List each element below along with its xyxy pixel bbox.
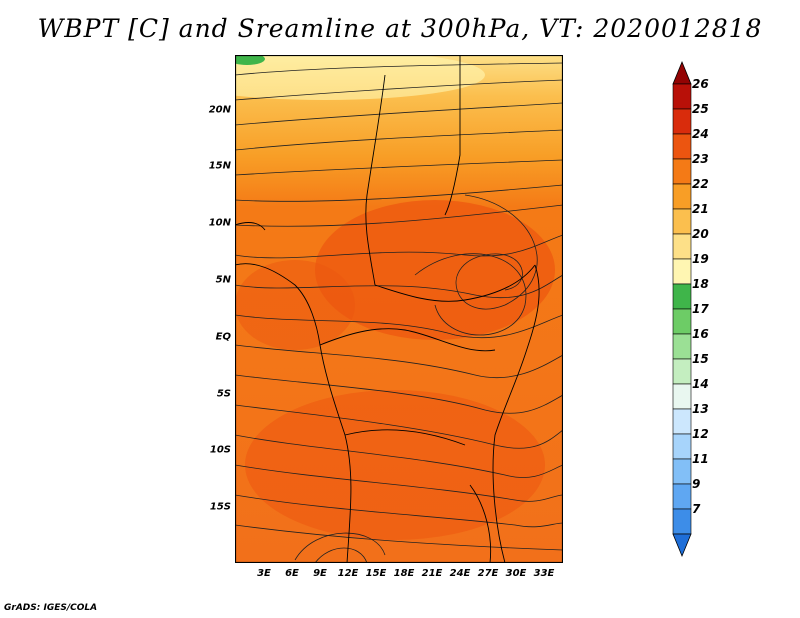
lat-label: 5N: [215, 274, 231, 286]
chart-title: WBPT [C] and Sreamline at 300hPa, VT: 20…: [37, 14, 763, 43]
colorbar-segment: [672, 358, 692, 385]
lon-label: 33E: [533, 568, 555, 579]
colorbar-label: 26: [692, 77, 709, 91]
lat-label: 20N: [208, 104, 231, 116]
colorbar-segment: [672, 133, 692, 160]
colorbar-label: 21: [692, 202, 709, 216]
colorbar-segment: [672, 458, 692, 485]
colorbar-segment: [672, 408, 692, 435]
colorbar-segment: [672, 108, 692, 135]
colorbar: [672, 60, 692, 558]
lon-label: 3E: [257, 568, 271, 579]
colorbar-label: 18: [692, 277, 709, 291]
lon-label: 21E: [421, 568, 443, 579]
colorbar-segment: [672, 233, 692, 260]
lat-label: EQ: [215, 331, 231, 343]
lon-label: 18E: [393, 568, 415, 579]
colorbar-label: 16: [692, 327, 709, 341]
colorbar-label: 20: [692, 227, 709, 241]
colorbar-segment: [672, 308, 692, 335]
colorbar-label: 7: [692, 502, 701, 516]
colorbar-bottom-arrow: [672, 533, 692, 558]
lon-label: 9E: [313, 568, 327, 579]
colorbar-segment: [672, 183, 692, 210]
colorbar-label: 23: [692, 152, 709, 166]
lat-label: 10N: [208, 217, 231, 229]
colorbar-label: 12: [692, 427, 709, 441]
lon-label: 15E: [365, 568, 387, 579]
colorbar-label: 25: [692, 102, 709, 116]
lon-label: 24E: [449, 568, 471, 579]
lon-label: 30E: [505, 568, 527, 579]
green-patch: [235, 55, 265, 65]
colorbar-segment: [672, 258, 692, 285]
colorbar-label: 17: [692, 302, 709, 316]
colorbar-label: 11: [692, 452, 709, 466]
cool-region-north: [235, 55, 485, 100]
colorbar-label: 24: [692, 127, 709, 141]
lon-label: 27E: [477, 568, 499, 579]
colorbar-label: 9: [692, 477, 701, 491]
colorbar-segment: [672, 208, 692, 235]
colorbar-segment: [672, 333, 692, 360]
colorbar-label: 15: [692, 352, 709, 366]
warm-region-south: [245, 390, 545, 540]
lat-label: 5S: [216, 388, 231, 400]
colorbar-segment: [672, 433, 692, 460]
colorbar-segment: [672, 483, 692, 510]
colorbar-segment: [672, 508, 692, 535]
warm-region-west: [235, 260, 355, 350]
colorbar-label: 14: [692, 377, 709, 391]
colorbar-segment: [672, 83, 692, 110]
colorbar-segment: [672, 283, 692, 310]
colorbar-segment: [672, 383, 692, 410]
map-border: [235, 55, 563, 563]
lat-label: 10S: [209, 444, 231, 456]
lon-label: 6E: [285, 568, 299, 579]
lon-label: 12E: [337, 568, 359, 579]
colorbar-label: 22: [692, 177, 709, 191]
streamlines: [235, 62, 563, 563]
colorbar-segment: [672, 158, 692, 185]
colorbar-label: 13: [692, 402, 709, 416]
lat-label: 15N: [208, 160, 231, 172]
lat-label: 15S: [209, 501, 231, 513]
credit-text: GrADS: IGES/COLA: [4, 603, 98, 613]
colorbar-top-arrow: [672, 60, 692, 85]
warm-region-central: [315, 200, 555, 340]
map-panel: [235, 55, 563, 563]
coastlines-borders: [235, 55, 540, 563]
colorbar-label: 19: [692, 252, 709, 266]
